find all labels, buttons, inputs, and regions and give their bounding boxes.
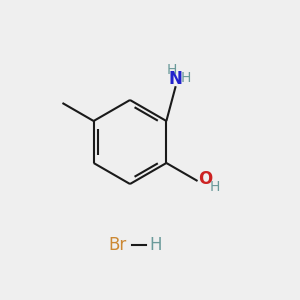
Text: N: N [169,70,183,88]
Text: O: O [198,170,213,188]
Text: H: H [181,71,191,85]
Text: H: H [209,180,220,194]
Text: Br: Br [109,236,127,254]
Text: H: H [150,236,162,254]
Text: H: H [167,63,177,77]
